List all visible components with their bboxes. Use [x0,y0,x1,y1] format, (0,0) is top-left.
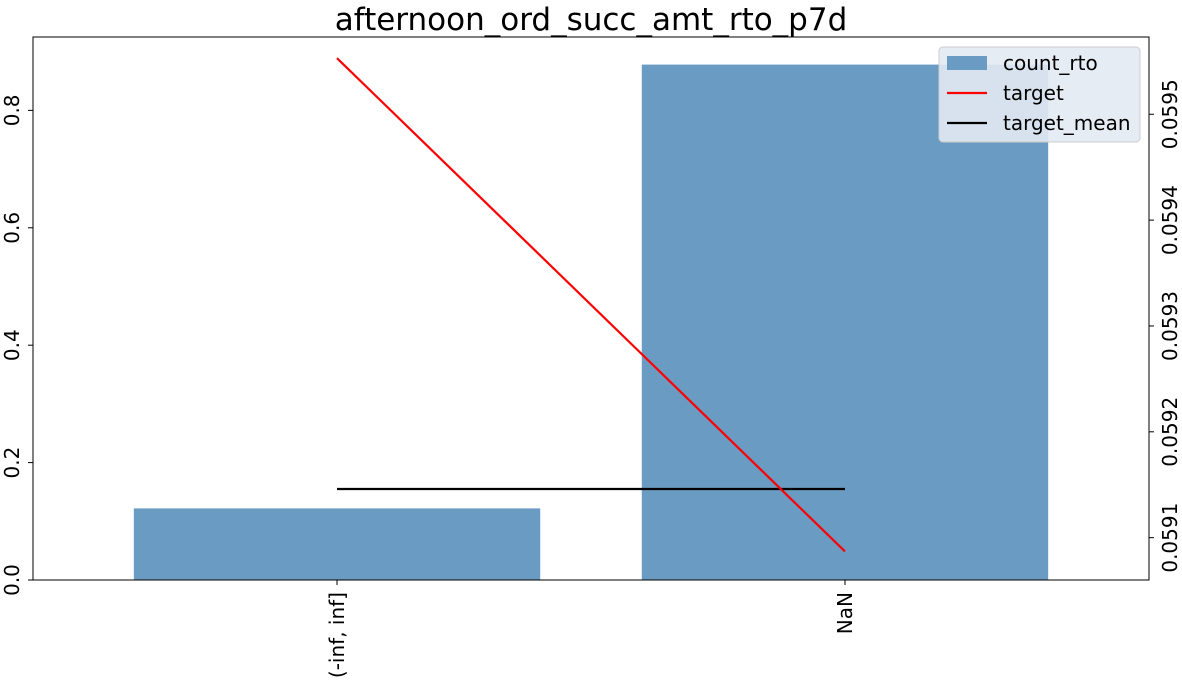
left-tick-label-1: 0.2 [0,447,24,479]
right-tick-label-3: 0.0594 [1158,185,1182,255]
legend-label-target_mean: target_mean [1003,111,1131,135]
x-tick-label-1: NaN [833,592,857,634]
plot-frame [32,36,1150,581]
series-line-target [336,57,846,553]
right-tick-label-1: 0.0592 [1158,397,1182,467]
legend-box [938,46,1141,143]
left-tick-label-3: 0.6 [0,212,24,244]
legend-label-target: target [1003,81,1064,105]
right-tick-label-2: 0.0593 [1158,291,1182,361]
left-tick-label-0: 0.0 [0,564,24,596]
x-tick-label-0: (-inf, inf] [325,592,349,678]
bar-0 [133,508,541,580]
right-tick-label-0: 0.0591 [1158,503,1182,573]
left-tick-label-4: 0.8 [0,94,24,126]
left-tick-label-2: 0.4 [0,329,24,361]
bar-1 [641,64,1049,580]
plot-area: 0.0 0.2 0.4 0.6 0.8 0.0591 0.0592 0.0593 0.0594 0… [0,36,1182,678]
legend-label-count_rto: count_rto [1003,51,1098,75]
right-tick-label-4: 0.0595 [1158,79,1182,149]
legend-swatch-count_rto [947,56,987,70]
chart-title: afternoon_ord_succ_amt_rto_p7d [335,2,848,38]
